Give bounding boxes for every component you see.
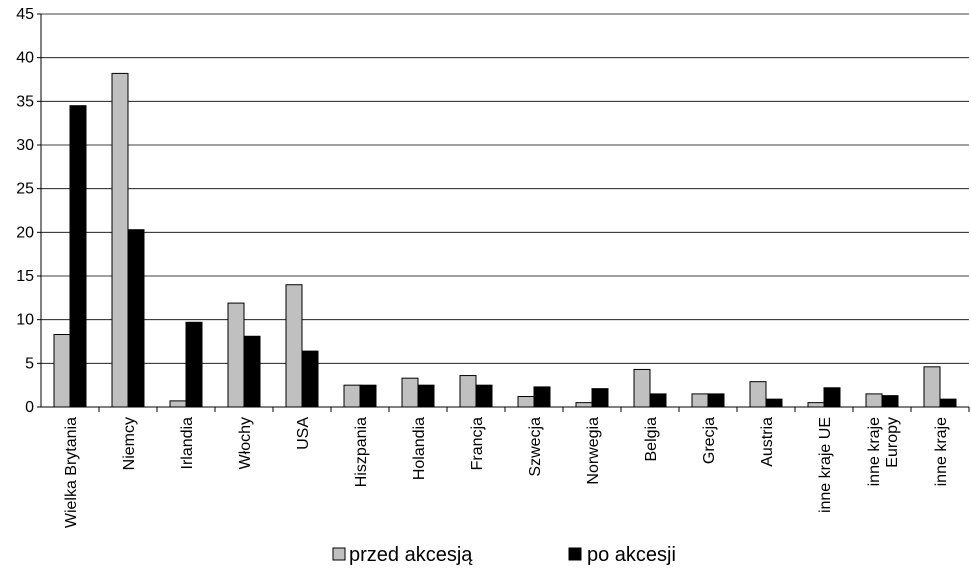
bar-po-5: [359, 384, 377, 408]
bar-po-4: [301, 350, 319, 408]
bar-przed-10: [633, 368, 651, 408]
category-label-group: Irlandia: [179, 417, 196, 470]
bar-przed-11: [691, 393, 709, 408]
category-label-group: Belgia: [643, 417, 660, 462]
category-label: inne kraje: [933, 417, 950, 486]
y-tick-label: 0: [25, 399, 34, 416]
category-label: Holandia: [411, 417, 428, 480]
y-tick-label: 15: [16, 268, 34, 285]
category-label-group: Holandia: [411, 417, 428, 480]
category-label: inne kraje: [866, 417, 883, 486]
axes: [40, 14, 969, 408]
bar-po-10: [649, 393, 667, 408]
bar-przed-7: [459, 375, 477, 408]
y-tick-label: 35: [16, 93, 34, 110]
bar-przed-15: [923, 366, 941, 408]
bars: [53, 72, 957, 408]
category-label-group: Norwegia: [585, 417, 602, 485]
bar-po-14: [881, 395, 899, 408]
y-tick-label: 40: [16, 50, 34, 67]
category-label-group: Niemcy: [121, 417, 138, 470]
category-label-group: inne kraje UE: [817, 417, 834, 513]
category-label-group: USA: [295, 417, 312, 450]
bar-przed-1: [111, 72, 129, 408]
bar-przed-13: [807, 402, 825, 408]
bar-po-9: [591, 388, 609, 408]
bar-przed-12: [749, 381, 767, 408]
bar-po-2: [185, 321, 203, 408]
legend-label-przed: przed akcesją: [349, 544, 473, 566]
gridlines: [37, 13, 969, 408]
bar-po-11: [707, 393, 725, 408]
y-tick-label: 30: [16, 137, 34, 154]
category-label-group: Hiszpania: [353, 417, 370, 487]
category-label-group: Szwecja: [527, 417, 544, 477]
category-label: Irlandia: [179, 417, 196, 470]
category-label: Hiszpania: [353, 417, 370, 487]
bar-przed-9: [575, 402, 593, 408]
legend: przed akcesją po akcesji: [332, 544, 676, 566]
category-label-group: Francja: [469, 417, 486, 470]
legend-swatch-po: [568, 547, 582, 561]
bar-przed-5: [343, 384, 361, 408]
legend-swatch-przed: [332, 547, 346, 561]
category-label-group: Wielka Brytania: [63, 417, 80, 528]
category-label: Wielka Brytania: [63, 417, 80, 528]
bar-przed-14: [865, 393, 883, 408]
y-tick-labels: 0 5 10 15 20 25 30 35 40 45: [16, 6, 34, 416]
bar-po-7: [475, 384, 493, 408]
y-tick-label: 5: [25, 355, 34, 372]
bar-po-12: [765, 398, 783, 408]
bar-przed-3: [227, 302, 245, 408]
bar-przed-8: [517, 396, 535, 408]
category-label: inne kraje UE: [817, 417, 834, 513]
y-tick-label: 45: [16, 6, 34, 23]
bar-przed-2: [169, 400, 187, 408]
y-tick-label: 10: [16, 312, 34, 329]
bar-po-15: [939, 398, 957, 408]
y-tick-label: 25: [16, 181, 34, 198]
category-label: Włochy: [237, 417, 254, 469]
bar-po-1: [127, 229, 145, 408]
x-tick-marks: [98, 407, 970, 412]
category-label: Norwegia: [585, 417, 602, 485]
category-label: Europy: [884, 417, 901, 468]
category-label: Grecja: [701, 417, 718, 464]
bar-po-3: [243, 335, 261, 408]
category-labels: Wielka Brytania Niemcy Irlandia Włochy USA Hi…: [63, 417, 950, 528]
bar-po-6: [417, 384, 435, 408]
bar-po-0: [69, 105, 87, 408]
y-tick-label: 20: [16, 224, 34, 241]
category-label: Szwecja: [527, 417, 544, 477]
category-label-group: Włochy: [237, 417, 254, 469]
category-label: Austria: [759, 417, 776, 467]
bar-po-13: [823, 387, 841, 408]
bar-przed-6: [401, 377, 419, 408]
category-label: USA: [295, 417, 312, 450]
category-label: Niemcy: [121, 417, 138, 470]
category-label-group: Grecja: [701, 417, 718, 464]
legend-label-po: po akcesji: [587, 544, 676, 566]
category-label-group: inne kraje: [933, 417, 950, 486]
category-label: Belgia: [643, 417, 660, 462]
bar-przed-0: [53, 334, 71, 408]
bar-przed-4: [285, 284, 303, 408]
category-label-group: Austria: [759, 417, 776, 467]
category-label: Francja: [469, 417, 486, 470]
category-label-group: inne kraje Europy: [866, 417, 901, 486]
bar-po-8: [533, 386, 551, 408]
